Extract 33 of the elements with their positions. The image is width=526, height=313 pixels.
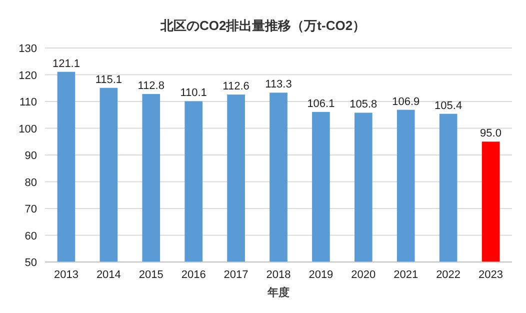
data-label: 105.4 xyxy=(434,100,462,112)
data-label: 121.1 xyxy=(52,58,80,70)
x-tick-label: 2013 xyxy=(54,269,78,281)
x-tick-label: 2019 xyxy=(308,269,334,281)
y-tick-label: 50 xyxy=(24,257,37,269)
y-tick-label: 80 xyxy=(24,176,37,189)
data-label: 105.8 xyxy=(350,98,378,111)
data-label: 113.3 xyxy=(265,78,292,91)
y-tick-label: 100 xyxy=(18,123,37,136)
y-tick-label: 60 xyxy=(24,230,37,242)
y-tick-label: 70 xyxy=(24,204,37,216)
data-label: 95.0 xyxy=(480,128,502,140)
data-label: 106.1 xyxy=(307,98,335,110)
x-tick-label: 2023 xyxy=(478,269,504,281)
x-tick-label: 2020 xyxy=(351,269,376,281)
x-tick-label: 2014 xyxy=(96,269,121,281)
y-tick-label: 130 xyxy=(18,43,37,55)
x-tick-label: 2021 xyxy=(394,269,418,281)
x-tick-label: 2016 xyxy=(181,269,206,281)
data-label: 112.6 xyxy=(222,80,250,93)
data-label: 115.1 xyxy=(95,74,122,86)
data-label: 110.1 xyxy=(180,87,207,100)
x-tick-label: 2018 xyxy=(266,269,291,281)
x-tick-label: 2017 xyxy=(224,269,248,281)
x-tick-label: 2022 xyxy=(436,269,461,281)
y-tick-label: 90 xyxy=(24,150,37,162)
chart-title: 北区のCO2排出量推移（万t-CO2） xyxy=(159,18,366,33)
data-label: 106.9 xyxy=(392,96,420,108)
y-tick-label: 120 xyxy=(18,70,37,82)
x-axis-title: 年度 xyxy=(266,286,290,299)
y-tick-label: 110 xyxy=(19,96,37,108)
data-label: 112.8 xyxy=(138,80,164,92)
x-tick-label: 2015 xyxy=(138,269,164,281)
